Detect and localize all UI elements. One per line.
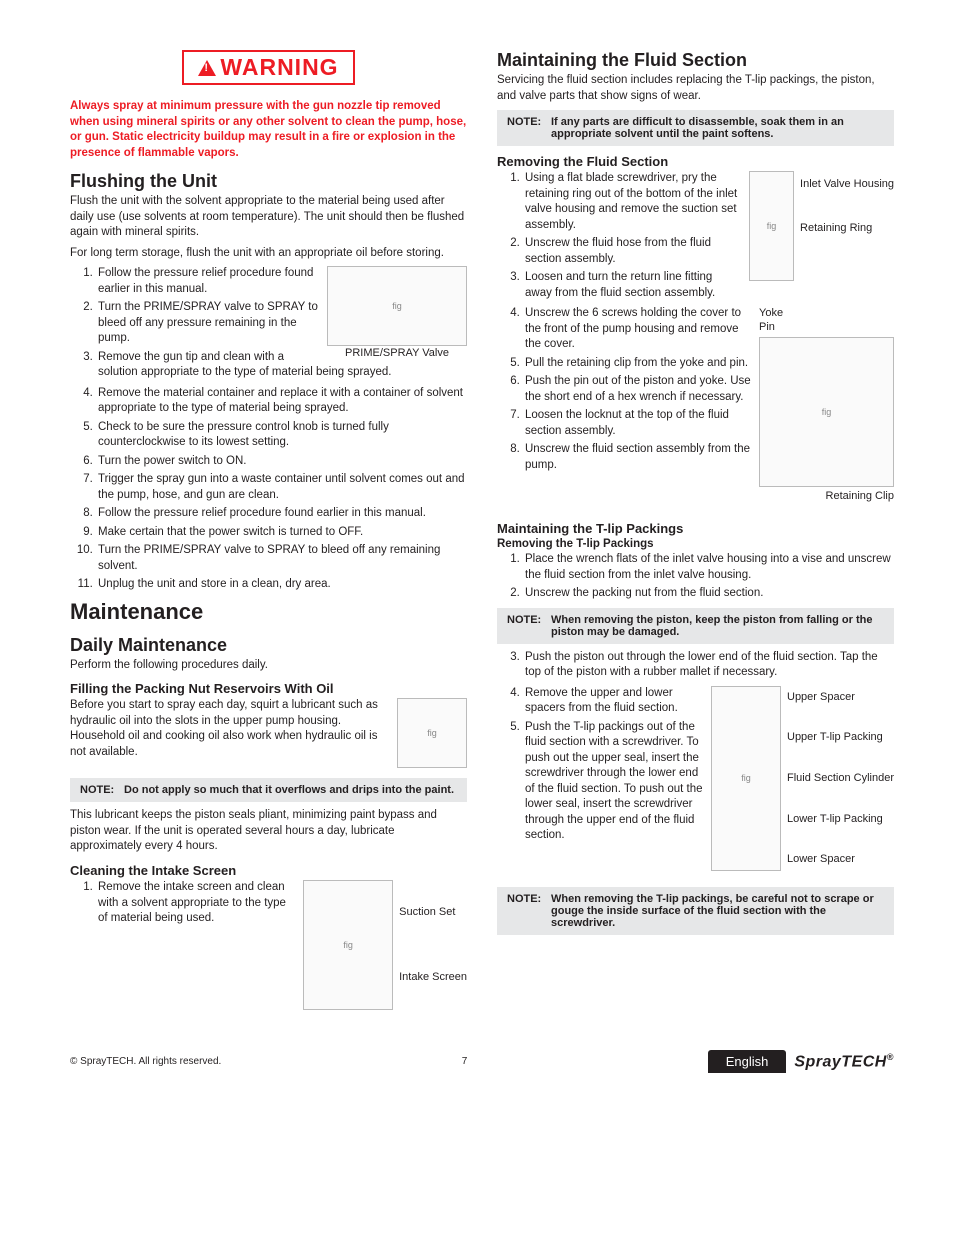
heading-filling-oil: Filling the Packing Nut Reservoirs With … — [70, 681, 467, 696]
heading-maintaining-tlip: Maintaining the T-lip Packings — [497, 521, 894, 536]
warning-triangle-icon — [198, 60, 216, 76]
list-item: Make certain that the power switch is tu… — [96, 525, 467, 541]
figure-label: Upper T-lip Packing — [787, 730, 894, 744]
figure-oil-reservoir: fig — [397, 698, 467, 768]
figure-prime-spray-valve: fig — [327, 266, 467, 346]
subheading-removing-tlip: Removing the T-lip Packings — [497, 538, 894, 550]
warning-badge: WARNING — [70, 50, 467, 85]
figure-label: Lower Spacer — [787, 852, 894, 866]
figure-label: Lower T-lip Packing — [787, 812, 894, 826]
note-piston: NOTE: When removing the piston, keep the… — [497, 608, 894, 644]
figure-fluid-cylinder: fig — [711, 686, 781, 871]
list-item: Trigger the spray gun into a waste conta… — [96, 472, 467, 503]
note-text: If any parts are difficult to disassembl… — [551, 116, 884, 140]
note-label: NOTE: — [507, 116, 551, 140]
figure-label: Retaining Clip — [759, 489, 894, 503]
figure-label: Inlet Valve Housing — [800, 177, 894, 191]
note-oil: NOTE: Do not apply so much that it overf… — [70, 778, 467, 802]
note-text: Do not apply so much that it overflows a… — [124, 784, 457, 796]
note-label: NOTE: — [80, 784, 124, 796]
clean-intake-steps: Remove the intake screen and clean with … — [70, 880, 295, 927]
footer-copyright: © SprayTECH. All rights reserved. — [70, 1056, 221, 1067]
figure-label: Pin — [759, 321, 775, 333]
fill-p2: This lubricant keeps the piston seals pl… — [70, 808, 467, 855]
heading-clean-intake: Cleaning the Intake Screen — [70, 863, 467, 878]
figure-label: Suction Set — [399, 905, 467, 919]
note-soak: NOTE: If any parts are difficult to disa… — [497, 110, 894, 146]
flushing-steps-4-11: Remove the material container and replac… — [70, 386, 467, 593]
footer-language: English — [708, 1050, 787, 1073]
figure-label: Retaining Ring — [800, 221, 894, 235]
flushing-intro-2: For long term storage, flush the unit wi… — [70, 246, 467, 262]
figure-caption-prime-spray: PRIME/SPRAY Valve — [327, 346, 467, 360]
list-item: Unplug the unit and store in a clean, dr… — [96, 577, 467, 593]
note-text: When removing the piston, keep the pisto… — [551, 614, 884, 638]
flushing-intro-1: Flush the unit with the solvent appropri… — [70, 194, 467, 241]
list-item: Place the wrench flats of the inlet valv… — [523, 552, 894, 583]
note-text: When removing the T-lip packings, be car… — [551, 893, 884, 929]
list-item: Push the piston out through the lower en… — [523, 650, 894, 681]
figure-intake-screen: fig — [303, 880, 393, 1010]
list-item: Turn the power switch to ON. — [96, 454, 467, 470]
figure-yoke-pin: fig — [759, 337, 894, 487]
list-item: Remove the material container and replac… — [96, 386, 467, 417]
list-item: Turn the PRIME/SPRAY valve to SPRAY to b… — [96, 543, 467, 574]
heading-maintaining-fluid: Maintaining the Fluid Section — [497, 50, 894, 71]
heading-maintenance: Maintenance — [70, 599, 467, 625]
heading-removing-fluid: Removing the Fluid Section — [497, 154, 894, 169]
daily-intro: Perform the following procedures daily. — [70, 658, 467, 674]
mtp-steps-a: Place the wrench flats of the inlet valv… — [497, 552, 894, 602]
mfs-intro: Servicing the fluid section includes rep… — [497, 73, 894, 104]
footer-brand: SprayTECH® — [794, 1052, 894, 1071]
warning-label: WARNING — [220, 54, 338, 81]
heading-daily-maint: Daily Maintenance — [70, 635, 467, 656]
note-label: NOTE: — [507, 893, 551, 929]
footer-page-number: 7 — [221, 1056, 707, 1067]
mtp-step-3: Push the piston out through the lower en… — [497, 650, 894, 681]
page-footer: © SprayTECH. All rights reserved. 7 Engl… — [70, 1050, 894, 1073]
note-tlip-careful: NOTE: When removing the T-lip packings, … — [497, 887, 894, 935]
list-item: Check to be sure the pressure control kn… — [96, 420, 467, 451]
figure-inlet-valve: fig — [749, 171, 794, 281]
warning-text: Always spray at minimum pressure with th… — [70, 99, 467, 161]
note-label: NOTE: — [507, 614, 551, 638]
figure-label: Upper Spacer — [787, 690, 894, 704]
figure-label: Fluid Section Cylinder — [787, 771, 894, 785]
figure-label: Yoke — [759, 307, 783, 319]
list-item: Unscrew the packing nut from the fluid s… — [523, 586, 894, 602]
figure-label: Intake Screen — [399, 970, 467, 984]
list-item: Follow the pressure relief procedure fou… — [96, 506, 467, 522]
heading-flushing: Flushing the Unit — [70, 171, 467, 192]
list-item: Remove the intake screen and clean with … — [96, 880, 295, 927]
